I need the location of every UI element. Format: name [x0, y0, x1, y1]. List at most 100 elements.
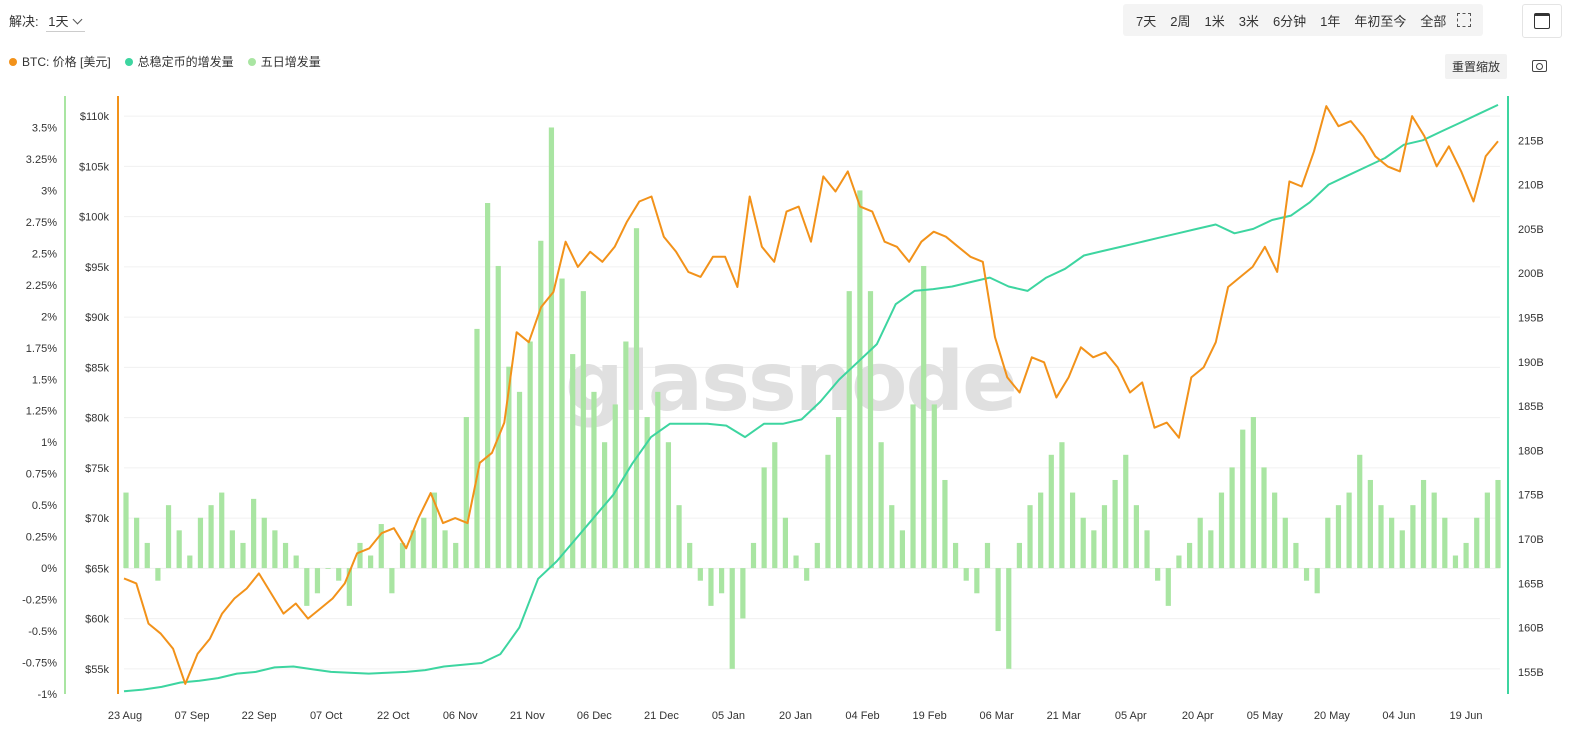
issuance-bar [1293, 542, 1299, 569]
reset-zoom-button[interactable]: 重置缩放 [1445, 54, 1508, 79]
range-1y[interactable]: 1年 [1320, 13, 1341, 29]
issuance-bar [676, 505, 682, 569]
issuance-bar [1123, 454, 1129, 569]
issuance-bar [942, 479, 948, 569]
y-tick-pct: 0.75% [26, 469, 57, 481]
issuance-bar [474, 328, 480, 569]
issuance-bar [570, 354, 576, 569]
range-2w[interactable]: 2周 [1170, 13, 1191, 29]
issuance-bar [835, 417, 842, 569]
y-tick-supply: 165B [1518, 578, 1544, 590]
range-7d[interactable]: 7天 [1136, 13, 1157, 29]
issuance-bar [1378, 505, 1384, 569]
issuance-bar [687, 542, 693, 569]
issuance-bar [782, 517, 789, 569]
issuance-bar [857, 190, 863, 569]
y-tick-price: $90k [85, 312, 109, 324]
y-tick-pct: 2.75% [26, 217, 57, 229]
issuance-bar [1410, 505, 1416, 569]
issuance-bar [931, 404, 937, 569]
issuance-bar [463, 417, 469, 569]
issuance-bar [548, 127, 555, 569]
y-tick-pct: 2% [41, 311, 57, 323]
x-tick: 22 Oct [377, 710, 409, 722]
issuance-bar [421, 517, 427, 569]
y-tick-price: $65k [85, 563, 109, 575]
x-tick: 05 May [1247, 710, 1284, 722]
issuance-bar [1240, 429, 1246, 569]
issuance-bar [1357, 454, 1363, 569]
issuance-bar [187, 555, 193, 569]
issuance-bar [825, 454, 831, 569]
y-tick-pct: 0.25% [26, 532, 57, 544]
issuance-bar [304, 568, 310, 606]
x-tick: 19 Feb [912, 710, 946, 722]
issuance-bar [219, 492, 225, 569]
y-tick-supply: 180B [1518, 445, 1544, 457]
grid-lines [124, 115, 1500, 670]
issuance-bar [1006, 568, 1012, 669]
issuance-bar [123, 492, 129, 569]
issuance-bar [1325, 517, 1331, 569]
issuance-bar [442, 530, 448, 569]
y-tick-price: $95k [85, 262, 109, 274]
y-tick-pct: 3% [41, 185, 57, 197]
range-3m[interactable]: 3米 [1238, 13, 1259, 29]
x-tick: 04 Feb [845, 710, 879, 722]
issuance-bar [1261, 467, 1267, 569]
issuance-bar [1495, 479, 1501, 569]
issuance-bar [431, 492, 438, 569]
calendar-icon [1534, 13, 1550, 29]
resolution-selector[interactable]: 解决: 1天 [9, 11, 86, 32]
issuance-bar [1208, 530, 1214, 569]
issuance-bar [665, 442, 672, 569]
issuance-bar [516, 391, 523, 569]
x-tick: 07 Sep [175, 710, 210, 722]
issuance-bar [368, 555, 374, 569]
issuance-bar [410, 530, 416, 569]
camera-icon[interactable] [1532, 60, 1547, 72]
legend-item-5d-issuance[interactable]: 五日增发量 [247, 53, 321, 70]
calendar-button[interactable] [1522, 4, 1562, 38]
issuance-bar [272, 530, 278, 569]
y-tick-pct: -0.75% [22, 658, 57, 670]
range-all[interactable]: 全部 [1420, 13, 1447, 29]
zoom-select-icon[interactable] [1457, 13, 1472, 27]
resolution-value[interactable]: 1天 [46, 14, 86, 32]
issuance-bar [208, 505, 214, 569]
issuance-bar [1272, 492, 1278, 569]
time-range-selector: 7天 2周 1米 3米 6分钟 1年 年初至今 全部 [1123, 4, 1484, 36]
y-tick-pct: 1.5% [32, 374, 57, 386]
y-tick-pct: 3.25% [26, 154, 57, 166]
issuance-bar [453, 542, 459, 569]
issuance-bar [921, 265, 927, 569]
legend-item-btc-price[interactable]: BTC: 价格 [美元] [9, 53, 111, 70]
issuance-bar [134, 517, 140, 569]
issuance-bar [1155, 568, 1161, 581]
issuance-bar [325, 568, 331, 569]
issuance-bar [1474, 517, 1480, 569]
issuance-bar [1463, 542, 1469, 569]
issuance-bar [261, 517, 267, 569]
issuance-bar [1250, 417, 1256, 569]
resolution-label: 解决: [9, 14, 39, 29]
range-6m[interactable]: 6分钟 [1272, 13, 1307, 29]
x-tick: 06 Dec [577, 710, 612, 722]
issuance-bar [984, 542, 991, 569]
y-tick-pct: 2.25% [26, 280, 57, 292]
issuance-bar [314, 568, 321, 594]
issuance-bar [952, 542, 959, 569]
issuance-bar [538, 240, 544, 569]
legend-item-stablecoin-supply[interactable]: 总稳定币的增发量 [124, 53, 234, 70]
range-ytd[interactable]: 年初至今 [1354, 13, 1407, 29]
issuance-bar [1442, 517, 1448, 569]
x-tick: 21 Dec [644, 710, 679, 722]
x-tick: 07 Oct [310, 710, 342, 722]
watermark: glassnode [565, 335, 1016, 430]
issuance-bar [155, 568, 161, 581]
issuance-bar [165, 505, 172, 569]
issuance-bar [559, 278, 565, 569]
x-tick: 19 Jun [1449, 710, 1482, 722]
range-1m[interactable]: 1米 [1204, 13, 1225, 29]
